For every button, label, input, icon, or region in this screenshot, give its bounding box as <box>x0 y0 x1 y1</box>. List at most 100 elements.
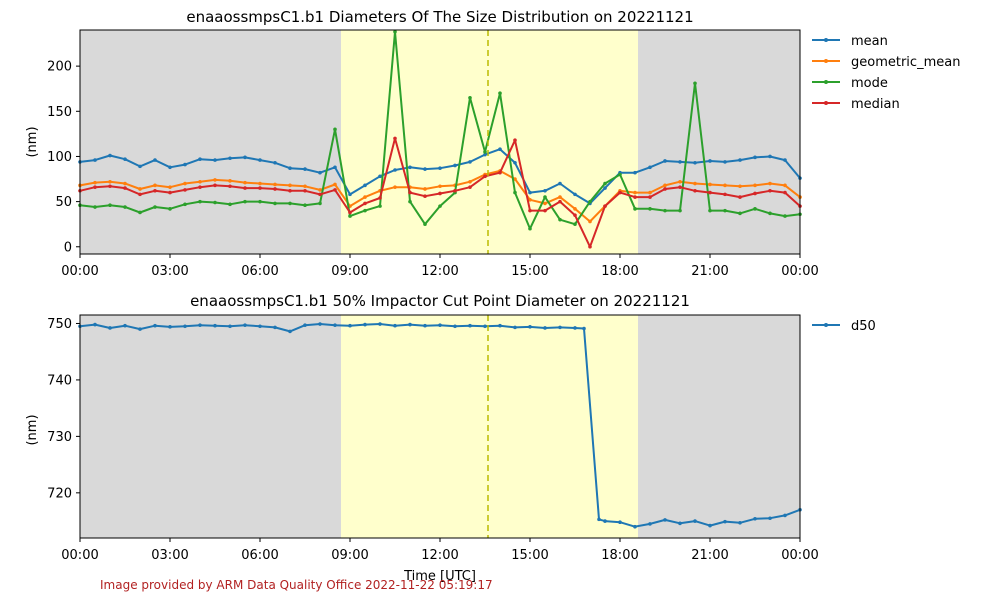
series-lines <box>78 315 802 538</box>
data-point <box>648 190 652 195</box>
data-point <box>243 155 247 160</box>
y-tick-label: 730 <box>47 430 72 445</box>
data-point <box>603 519 607 523</box>
data-point <box>513 177 517 181</box>
data-point <box>453 188 457 193</box>
data-point <box>498 91 502 96</box>
data-point <box>108 326 112 330</box>
y-tick-label: 740 <box>47 373 72 388</box>
data-point <box>588 244 592 249</box>
data-point <box>363 183 367 188</box>
data-point <box>468 95 472 100</box>
data-point <box>528 198 532 202</box>
data-point <box>303 323 307 327</box>
data-point <box>213 158 217 162</box>
data-point <box>333 165 337 170</box>
data-point <box>168 190 172 195</box>
data-point <box>258 324 262 329</box>
data-point <box>408 322 412 327</box>
data-point <box>693 519 697 523</box>
legend: d50 <box>812 319 876 334</box>
data-point <box>363 322 367 327</box>
x-tick-label: 09:00 <box>331 264 368 279</box>
data-point <box>483 150 487 154</box>
data-point <box>468 160 472 164</box>
data-point <box>573 192 577 197</box>
data-point <box>633 190 637 195</box>
data-point <box>153 188 157 193</box>
data-point <box>597 517 601 522</box>
data-point <box>378 196 382 200</box>
data-point <box>408 199 412 204</box>
data-point <box>93 322 97 327</box>
data-point <box>153 158 157 162</box>
x-tick-label: 00:00 <box>781 548 818 563</box>
data-point <box>108 203 112 208</box>
data-point <box>438 204 442 208</box>
data-point <box>768 211 772 216</box>
data-point <box>348 323 352 328</box>
data-point <box>708 523 712 528</box>
legend-label: mean <box>851 34 888 49</box>
data-point <box>123 157 127 161</box>
data-point <box>228 156 232 161</box>
legend-label: geometric_mean <box>851 55 960 70</box>
x-tick-label: 00:00 <box>61 264 98 279</box>
data-point <box>273 187 277 191</box>
night-band <box>638 315 800 538</box>
legend-label: median <box>851 97 900 112</box>
data-point <box>498 323 502 328</box>
data-point <box>783 214 787 218</box>
data-point <box>423 323 427 328</box>
x-tick-label: 15:00 <box>511 548 548 563</box>
d50-panel: enaaossmpsC1.b1 50% Impactor Cut Point D… <box>25 292 876 584</box>
data-point <box>243 323 247 327</box>
data-point <box>393 323 397 328</box>
data-point <box>498 147 502 152</box>
data-point <box>708 190 712 195</box>
data-point <box>243 186 247 190</box>
data-point <box>93 180 97 185</box>
data-point <box>303 203 307 208</box>
night-band <box>638 30 800 254</box>
data-point <box>708 208 712 213</box>
y-tick-label: 720 <box>47 486 72 501</box>
data-point <box>168 165 172 170</box>
data-point <box>663 183 667 188</box>
data-point <box>138 210 142 215</box>
data-point <box>513 325 517 330</box>
data-point <box>213 200 217 205</box>
data-point <box>393 168 397 172</box>
data-point <box>378 204 382 208</box>
night-band <box>80 315 341 538</box>
data-point <box>753 183 757 188</box>
shading-bands <box>80 30 800 254</box>
data-point <box>528 190 532 195</box>
data-point <box>723 519 727 524</box>
data-point <box>108 153 112 158</box>
night-band <box>80 30 341 254</box>
data-point <box>573 326 577 330</box>
x-tick-label: 09:00 <box>331 548 368 563</box>
data-point <box>273 201 277 206</box>
data-point <box>288 329 292 334</box>
data-point <box>423 222 427 226</box>
data-point <box>633 195 637 199</box>
data-point <box>348 192 352 197</box>
data-point <box>693 181 697 186</box>
y-axis-label: (nm) <box>25 126 40 157</box>
legend-marker <box>824 38 828 42</box>
data-point <box>678 160 682 164</box>
data-point <box>663 159 667 163</box>
data-point <box>588 199 592 204</box>
y-tick-label: 750 <box>47 317 72 332</box>
data-point <box>273 182 277 187</box>
data-point <box>363 201 367 206</box>
data-point <box>288 188 292 193</box>
data-point <box>228 179 232 183</box>
data-point <box>288 166 292 170</box>
data-point <box>198 179 202 184</box>
day-band <box>341 30 638 254</box>
data-point <box>318 192 322 197</box>
